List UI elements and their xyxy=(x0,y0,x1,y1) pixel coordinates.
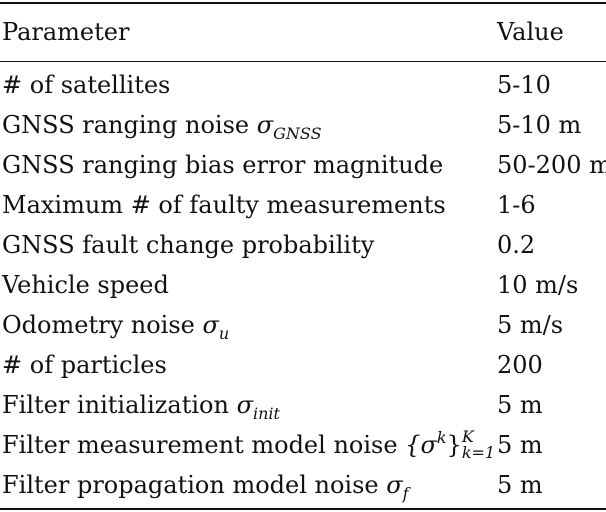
parameter-cell: # of satellites xyxy=(2,71,171,99)
header-value: Value xyxy=(497,18,564,46)
table-row: Vehicle speed 10 m/s xyxy=(0,265,606,305)
parameter-cell: GNSS fault change probability xyxy=(2,231,375,259)
table-row: GNSS fault change probability 0.2 xyxy=(0,225,606,265)
parameter-cell: # of particles xyxy=(2,351,167,379)
value-cell: 50-200 m xyxy=(497,151,606,179)
subscript: init xyxy=(252,404,280,423)
value-cell: 200 xyxy=(497,351,543,379)
set-subscript: k=1 xyxy=(461,442,496,462)
parameter-cell: Vehicle speed xyxy=(2,271,169,299)
parameter-cell: Filter initialization σinit xyxy=(2,391,280,423)
subscript: GNSS xyxy=(273,124,322,143)
header-parameter: Parameter xyxy=(2,18,130,46)
value-cell: 5-10 m xyxy=(497,111,582,139)
subscript: f xyxy=(402,484,409,503)
table-header-row: Parameter Value xyxy=(0,12,606,52)
table-row: # of satellites 5-10 xyxy=(0,65,606,105)
superscript: k xyxy=(436,428,447,447)
value-cell: 10 m/s xyxy=(497,271,579,299)
table-row: GNSS ranging bias error magnitude 50-200… xyxy=(0,145,606,185)
value-cell: 5-10 xyxy=(497,71,551,99)
top-rule xyxy=(0,2,606,4)
sigma-symbol: σ xyxy=(386,471,403,499)
parameter-cell: Maximum # of faulty measurements xyxy=(2,191,446,219)
parameter-cell: Odometry noise σu xyxy=(2,311,230,343)
sigma-symbol: σ xyxy=(236,391,253,419)
parameter-cell: Filter propagation model noise σf xyxy=(2,471,409,503)
parameter-cell: GNSS ranging bias error magnitude xyxy=(2,151,444,179)
table-row: # of particles 200 xyxy=(0,345,606,385)
header-rule xyxy=(0,61,606,62)
value-cell: 1-6 xyxy=(497,191,536,219)
table-row: GNSS ranging noise σGNSS 5-10 m xyxy=(0,105,606,145)
sigma-set-open: {σ xyxy=(405,431,437,459)
table-row: Maximum # of faulty measurements 1-6 xyxy=(0,185,606,225)
set-superscript: K xyxy=(461,426,474,446)
sigma-symbol: σ xyxy=(256,111,274,139)
table-row: Filter initialization σinit 5 m xyxy=(0,385,606,425)
bottom-rule xyxy=(0,508,606,510)
value-cell: 5 m xyxy=(497,471,543,499)
parameter-cell: GNSS ranging noise σGNSS xyxy=(2,111,322,143)
value-cell: 0.2 xyxy=(497,231,536,259)
table-row: Filter propagation model noise σf 5 m xyxy=(0,465,606,505)
set-close-brace: } xyxy=(446,431,462,459)
subscript: u xyxy=(218,324,230,343)
value-cell: 5 m xyxy=(497,391,543,419)
sigma-symbol: σ xyxy=(202,311,219,339)
table-row: Odometry noise σu 5 m/s xyxy=(0,305,606,345)
value-cell: 5 m/s xyxy=(497,311,564,339)
value-cell: 5 m xyxy=(497,431,543,459)
